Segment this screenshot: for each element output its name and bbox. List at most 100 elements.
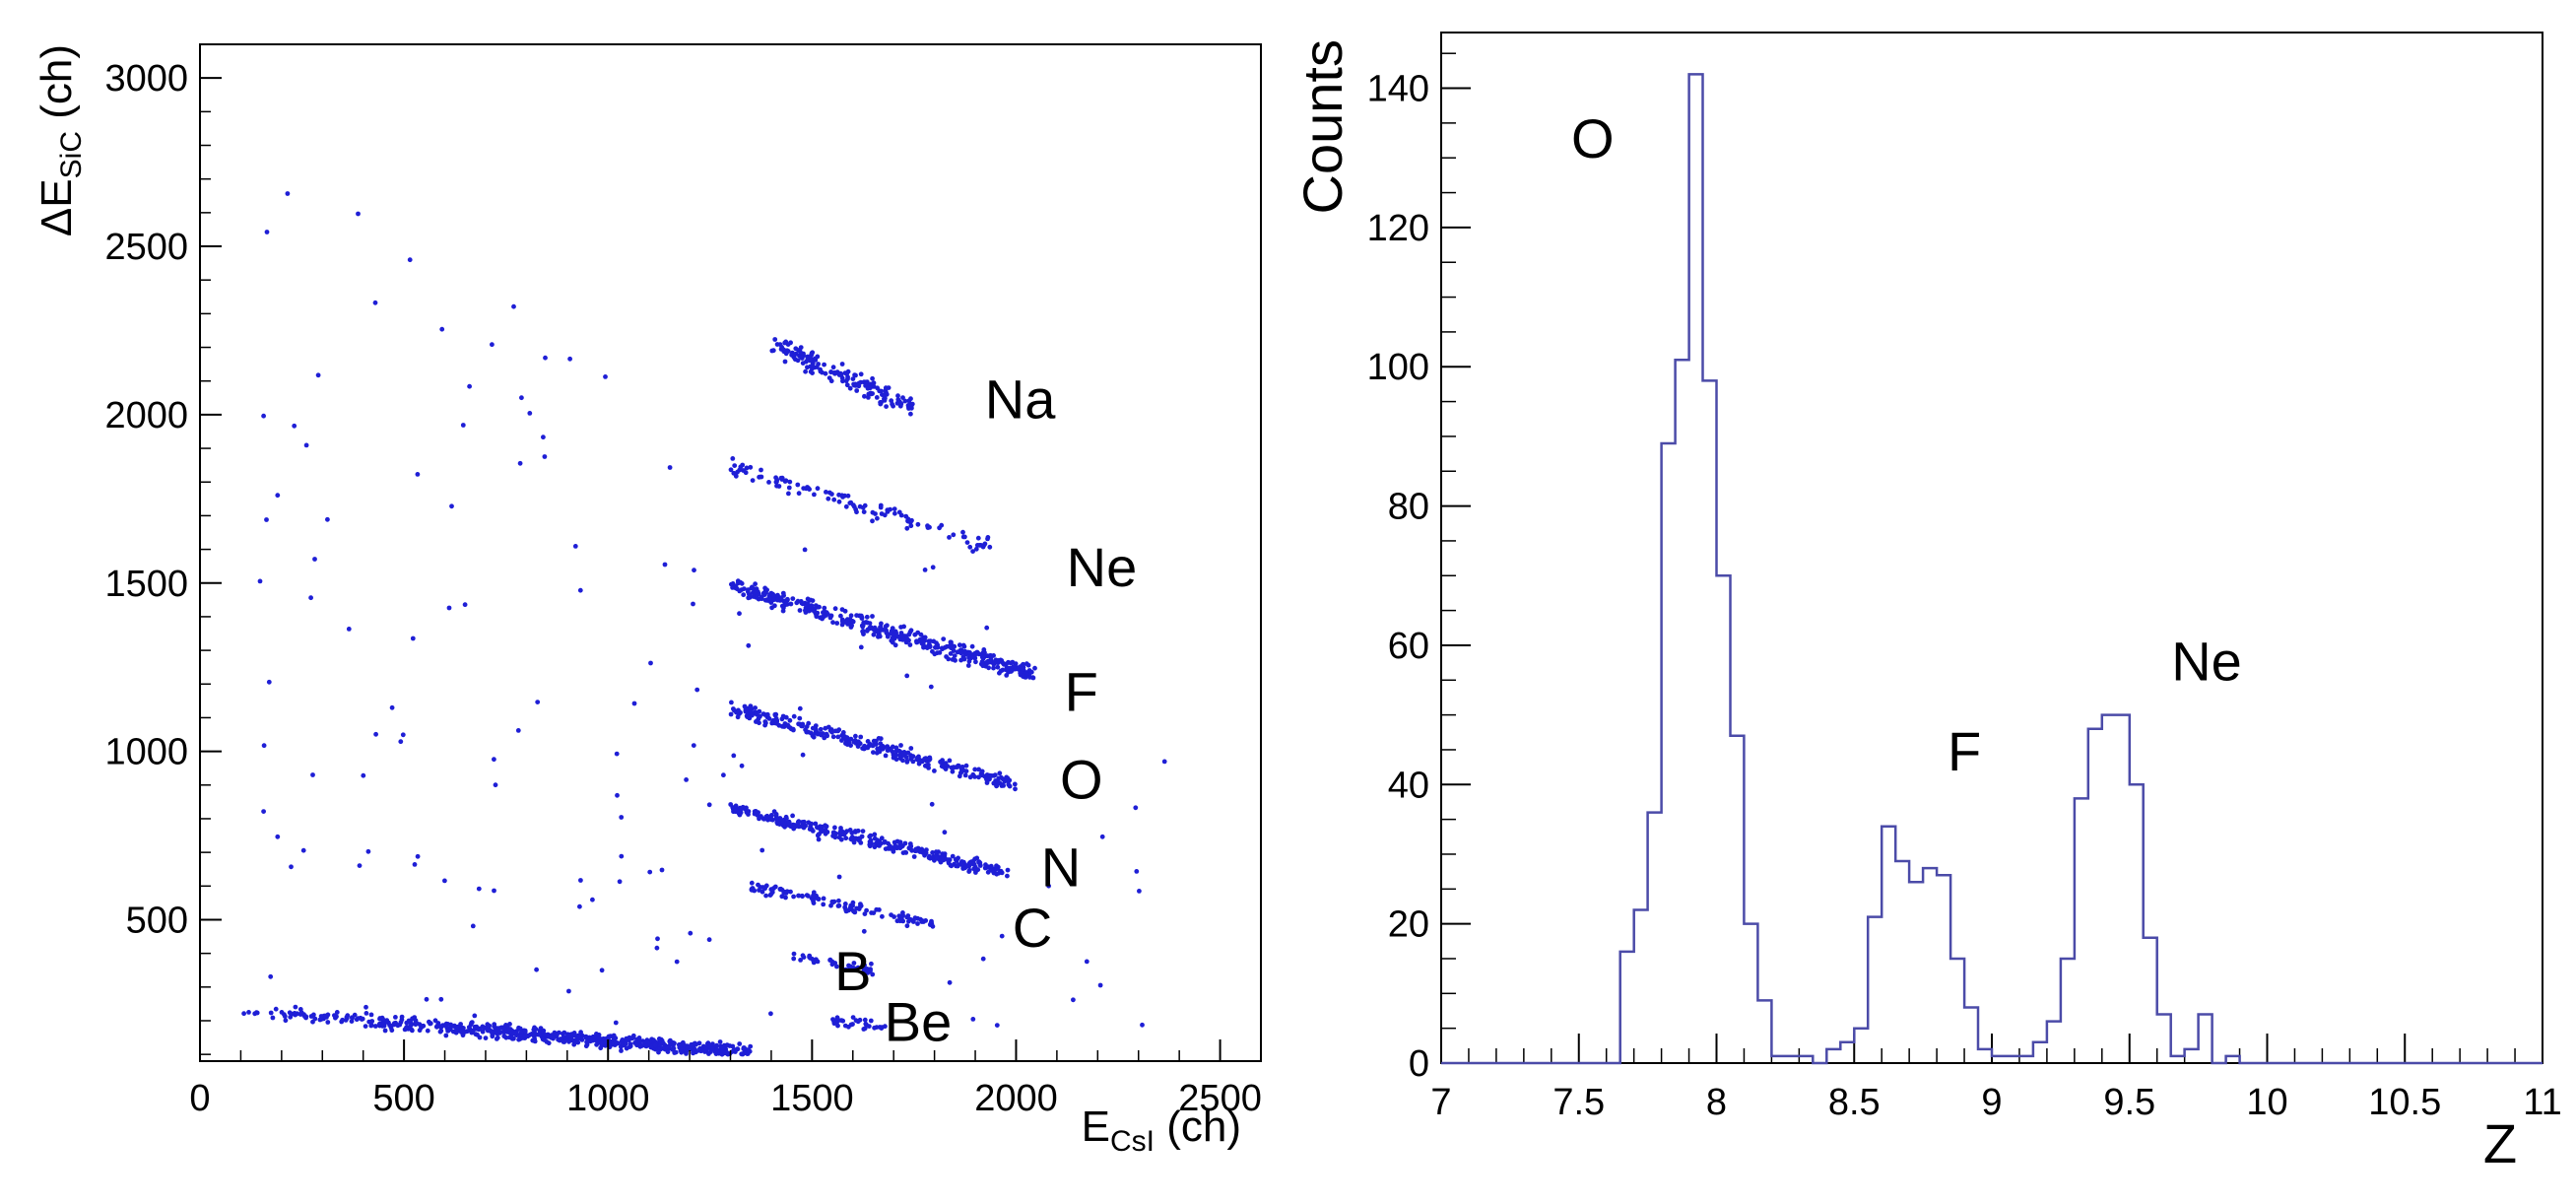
scatter-point bbox=[443, 1024, 449, 1029]
scatter-point bbox=[467, 383, 472, 389]
histogram-x-tick-label: 10.5 bbox=[2368, 1082, 2441, 1123]
histogram-y-tick-label: 140 bbox=[1367, 69, 1429, 110]
scatter-point bbox=[303, 442, 309, 448]
scatter-band-label: F bbox=[1065, 661, 1098, 723]
scatter-point bbox=[915, 639, 920, 644]
scatter-point bbox=[803, 610, 809, 615]
scatter-point bbox=[848, 500, 854, 505]
scatter-point bbox=[889, 846, 894, 851]
scatter-point bbox=[404, 1020, 410, 1026]
scatter-point bbox=[793, 346, 799, 352]
scatter-point bbox=[492, 888, 496, 894]
scatter-point bbox=[845, 368, 851, 374]
scatter-point bbox=[830, 365, 836, 370]
scatter-point bbox=[882, 394, 888, 399]
scatter-point bbox=[785, 722, 791, 728]
scatter-point bbox=[958, 770, 963, 775]
scatter-point bbox=[924, 645, 930, 650]
scatter-point bbox=[511, 1031, 517, 1036]
scatter-point bbox=[905, 518, 910, 524]
scatter-point bbox=[960, 642, 966, 648]
scatter-point bbox=[689, 1041, 694, 1047]
scatter-point bbox=[806, 820, 812, 826]
scatter-point bbox=[760, 711, 766, 716]
scatter-point bbox=[937, 650, 943, 655]
scatter-point bbox=[788, 340, 793, 346]
scatter-point bbox=[903, 850, 909, 855]
scatter-point bbox=[541, 1036, 546, 1041]
scatter-point bbox=[817, 832, 822, 836]
scatter-point bbox=[487, 1023, 493, 1029]
scatter-point bbox=[786, 491, 791, 497]
scatter-point bbox=[812, 365, 817, 370]
scatter-point bbox=[854, 613, 859, 618]
scatter-point bbox=[769, 348, 775, 354]
scatter-point bbox=[918, 632, 924, 637]
scatter-point bbox=[742, 703, 748, 709]
scatter-point bbox=[861, 967, 867, 972]
scatter-point bbox=[769, 720, 775, 726]
scatter-point bbox=[930, 565, 936, 570]
scatter-point bbox=[549, 1035, 555, 1040]
scatter-point bbox=[848, 613, 854, 619]
scatter-point bbox=[963, 769, 969, 774]
scatter-point bbox=[875, 629, 880, 634]
scatter-point bbox=[798, 958, 803, 963]
scatter-points bbox=[241, 191, 1167, 1057]
scatter-point bbox=[895, 393, 900, 399]
scatter-point bbox=[322, 1013, 328, 1019]
scatter-point bbox=[739, 763, 745, 769]
scatter-point bbox=[764, 711, 770, 717]
scatter-point bbox=[851, 739, 857, 745]
scatter-point bbox=[408, 1023, 414, 1029]
scatter-point bbox=[927, 855, 933, 861]
scatter-point bbox=[714, 1047, 720, 1053]
scatter-point bbox=[889, 631, 893, 636]
scatter-point bbox=[1024, 672, 1030, 677]
scatter-point bbox=[787, 717, 793, 723]
scatter-point bbox=[594, 1032, 599, 1036]
scatter-point bbox=[737, 1041, 743, 1046]
scatter-point bbox=[1005, 666, 1011, 672]
scatter-point bbox=[913, 846, 919, 852]
scatter-point bbox=[763, 883, 769, 889]
scatter-point bbox=[356, 1016, 361, 1021]
scatter-point bbox=[412, 862, 418, 867]
scatter-point bbox=[795, 819, 801, 825]
scatter-point bbox=[904, 923, 910, 929]
scatter-point bbox=[372, 1024, 378, 1029]
scatter-point bbox=[506, 1027, 512, 1032]
scatter-point bbox=[869, 910, 874, 915]
scatter-band-label: O bbox=[1060, 748, 1103, 810]
scatter-point bbox=[366, 1019, 372, 1025]
scatter-panel: 0 500 1000 1500 2000 2500 500 1000 1500 2000 2500 3… bbox=[33, 43, 1262, 1158]
scatter-point bbox=[453, 1030, 459, 1036]
scatter-point bbox=[762, 591, 767, 596]
scatter-point bbox=[619, 815, 625, 820]
scatter-point bbox=[948, 651, 954, 656]
scatter-point bbox=[883, 753, 889, 759]
scatter-point bbox=[702, 1049, 707, 1054]
scatter-point bbox=[979, 659, 985, 664]
scatter-point bbox=[970, 1017, 976, 1022]
scatter-point bbox=[257, 578, 263, 584]
scatter-point bbox=[691, 601, 695, 607]
scatter-point bbox=[772, 711, 778, 717]
scatter-point bbox=[363, 1011, 369, 1016]
scatter-point bbox=[790, 596, 796, 601]
scatter-point bbox=[753, 581, 758, 587]
scatter-point bbox=[949, 641, 954, 647]
scatter-point bbox=[824, 490, 828, 495]
scatter-point bbox=[868, 625, 874, 631]
scatter-point bbox=[764, 587, 769, 593]
scatter-point bbox=[684, 777, 689, 782]
scatter-point bbox=[344, 1014, 350, 1020]
scatter-y-tick-label: 1500 bbox=[104, 564, 188, 605]
scatter-point bbox=[874, 395, 880, 400]
scatter-point bbox=[766, 716, 772, 721]
scatter-point bbox=[252, 1011, 258, 1017]
scatter-point bbox=[826, 724, 831, 730]
scatter-point bbox=[960, 865, 966, 871]
scatter-point bbox=[806, 486, 811, 491]
